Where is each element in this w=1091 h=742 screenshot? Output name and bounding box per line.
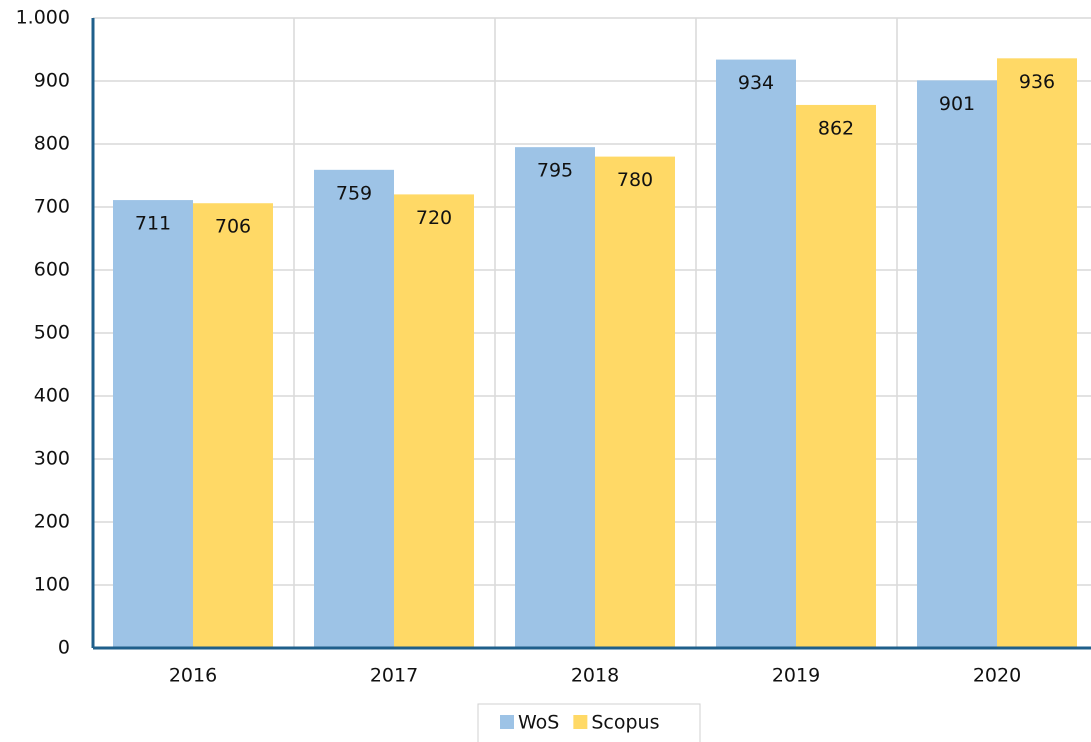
y-tick-label: 100: [34, 574, 70, 596]
y-tick-label: 800: [34, 133, 70, 155]
data-label: 711: [135, 213, 171, 235]
data-label: 934: [738, 72, 774, 94]
legend-swatch: [500, 715, 514, 729]
legend-label: WoS: [518, 712, 559, 734]
data-label: 780: [617, 169, 653, 191]
bar: [595, 156, 675, 648]
data-label: 795: [537, 160, 573, 182]
y-tick-label: 500: [34, 322, 70, 344]
data-label: 706: [215, 216, 251, 238]
y-tick-label: 300: [34, 448, 70, 470]
y-tick-label: 200: [34, 511, 70, 533]
y-tick-label: 600: [34, 259, 70, 281]
bar: [113, 200, 193, 648]
legend-box: [477, 703, 701, 742]
data-label: 936: [1019, 71, 1055, 93]
y-tick-label: 0: [58, 637, 70, 659]
bar: [314, 169, 394, 648]
data-label: 901: [939, 93, 975, 115]
y-tick-label: 1.000: [16, 7, 70, 29]
legend: WoS Scopus: [477, 703, 701, 742]
x-tick-label: 2017: [370, 665, 418, 687]
x-tick-label: 2018: [571, 665, 619, 687]
bar: [394, 194, 474, 648]
legend-swatch: [573, 715, 588, 729]
bar: [515, 147, 595, 648]
bar: [917, 80, 997, 649]
x-tick-label: 2019: [772, 665, 820, 687]
legend-label: Scopus: [591, 712, 659, 734]
bar: [997, 58, 1077, 648]
y-tick-label: 400: [34, 385, 70, 407]
y-tick-label: 700: [34, 196, 70, 218]
bar: [796, 104, 876, 648]
data-label: 862: [818, 117, 854, 139]
bar: [193, 203, 273, 648]
y-tick-label: 900: [34, 70, 70, 92]
x-tick-label: 2016: [169, 665, 217, 687]
data-label: 720: [416, 207, 452, 229]
x-tick-label: 2020: [973, 665, 1021, 687]
bar: [716, 59, 796, 648]
data-label: 759: [336, 182, 372, 204]
